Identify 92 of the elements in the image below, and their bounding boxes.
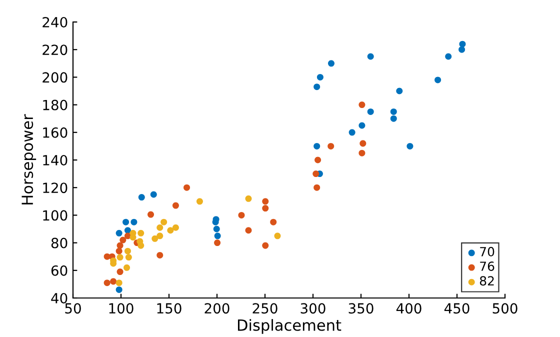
y-axis-title: Horsepower bbox=[22, 114, 36, 204]
point bbox=[360, 140, 366, 147]
point bbox=[125, 254, 132, 261]
point bbox=[138, 230, 144, 236]
point bbox=[367, 108, 374, 115]
point bbox=[116, 230, 122, 236]
y-tick-label: 200 bbox=[42, 72, 68, 83]
point bbox=[328, 142, 334, 150]
y-tick-label: 120 bbox=[43, 182, 68, 194]
y-tick-label: 140 bbox=[43, 154, 68, 166]
point bbox=[116, 268, 124, 276]
point bbox=[120, 236, 126, 244]
point bbox=[262, 242, 269, 249]
point bbox=[130, 218, 138, 226]
point bbox=[156, 232, 164, 240]
x-tick-label: 300 bbox=[300, 303, 326, 314]
point bbox=[262, 198, 269, 205]
point bbox=[116, 280, 122, 286]
point bbox=[358, 150, 366, 156]
point bbox=[406, 142, 414, 150]
point bbox=[245, 195, 252, 202]
point bbox=[156, 224, 164, 231]
y-tick-label: 40 bbox=[51, 292, 68, 304]
point bbox=[138, 242, 144, 249]
point bbox=[314, 156, 322, 164]
x-tick-label: 50 bbox=[65, 303, 81, 314]
point bbox=[152, 235, 158, 242]
point bbox=[245, 227, 252, 234]
point bbox=[314, 84, 320, 90]
point bbox=[390, 115, 397, 122]
x-tick-label: 450 bbox=[444, 303, 470, 314]
point bbox=[316, 74, 324, 80]
x-axis-title: Displacement bbox=[238, 319, 342, 334]
point bbox=[172, 224, 179, 231]
legend-label: 76 bbox=[480, 262, 494, 271]
point bbox=[184, 184, 190, 191]
point bbox=[358, 102, 366, 108]
point bbox=[130, 234, 136, 241]
point bbox=[458, 46, 466, 53]
point bbox=[213, 226, 220, 232]
y-tick-label: 160 bbox=[43, 127, 68, 138]
point bbox=[314, 142, 320, 150]
point bbox=[434, 76, 442, 84]
point bbox=[124, 264, 130, 271]
point bbox=[238, 212, 245, 218]
point bbox=[110, 278, 117, 285]
point bbox=[124, 248, 131, 254]
point bbox=[390, 108, 397, 115]
x-tick-label: 150 bbox=[157, 303, 182, 314]
point bbox=[116, 254, 124, 261]
point bbox=[262, 205, 269, 212]
point bbox=[459, 40, 466, 48]
point bbox=[274, 232, 281, 240]
y-tick-label: 60 bbox=[51, 265, 68, 276]
point bbox=[167, 227, 174, 234]
x-tick-label: 350 bbox=[348, 303, 374, 314]
y-tick-label: 100 bbox=[43, 210, 68, 221]
point bbox=[148, 211, 154, 218]
legend-label: 82 bbox=[480, 276, 494, 286]
point bbox=[214, 240, 221, 246]
x-tick-label: 500 bbox=[492, 303, 518, 314]
point bbox=[314, 184, 320, 191]
point bbox=[116, 286, 122, 293]
point bbox=[138, 194, 145, 201]
y-tick-label: 220 bbox=[42, 44, 68, 56]
y-tick-label: 180 bbox=[43, 100, 68, 110]
y-tick-label: 80 bbox=[51, 238, 68, 248]
x-tick-label: 100 bbox=[109, 303, 134, 314]
point bbox=[196, 198, 203, 205]
legend-label: 70 bbox=[480, 246, 494, 256]
point bbox=[328, 60, 334, 67]
point bbox=[445, 53, 452, 60]
point bbox=[348, 129, 356, 136]
point bbox=[358, 122, 366, 129]
point bbox=[116, 248, 122, 254]
point bbox=[367, 53, 374, 60]
point bbox=[160, 218, 168, 226]
point bbox=[270, 218, 277, 226]
x-tick-label: 200 bbox=[204, 303, 230, 314]
point bbox=[104, 280, 110, 286]
point bbox=[122, 218, 130, 226]
x-tick-label: 400 bbox=[396, 303, 422, 314]
point bbox=[214, 232, 221, 240]
y-tick-label: 240 bbox=[42, 16, 68, 28]
x-tick-label: 250 bbox=[252, 303, 278, 314]
point bbox=[124, 227, 131, 234]
point bbox=[156, 252, 164, 258]
point bbox=[396, 88, 403, 94]
point bbox=[150, 191, 157, 198]
point bbox=[312, 170, 320, 178]
point bbox=[172, 202, 179, 209]
point bbox=[116, 242, 124, 249]
